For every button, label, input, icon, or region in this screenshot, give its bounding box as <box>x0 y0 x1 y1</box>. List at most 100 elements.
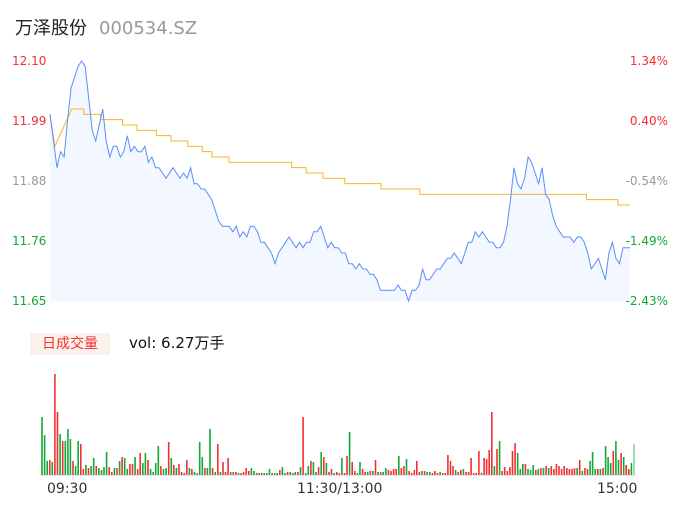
volume-bar <box>224 472 227 475</box>
volume-bar <box>56 412 59 475</box>
volume-bar <box>377 472 379 475</box>
volume-bar <box>522 464 524 475</box>
volume-bar <box>560 469 563 475</box>
x-tick-close: 15:00 <box>597 481 638 497</box>
volume-bar <box>617 460 620 475</box>
volume-bar <box>594 469 596 475</box>
volume-bar <box>323 457 325 475</box>
volume-bar <box>85 465 87 475</box>
volume-bar <box>356 473 359 475</box>
volume-bar <box>514 443 516 475</box>
volume-bar <box>418 472 421 475</box>
volume-bar <box>421 471 423 475</box>
volume-bar <box>630 463 633 475</box>
volume-bar <box>400 468 403 475</box>
volume-bar <box>470 458 472 475</box>
volume-bar <box>547 468 550 475</box>
volume-bar <box>441 473 444 475</box>
volume-bar <box>126 469 129 475</box>
volume-bar <box>196 473 198 475</box>
volume-bar <box>292 473 294 475</box>
volume-bar <box>387 470 390 475</box>
volume-bar <box>250 468 253 475</box>
volume-bar <box>584 468 586 475</box>
volume-bar <box>516 453 519 475</box>
y-tick-price: 11.65 <box>12 294 47 308</box>
volume-bar <box>149 469 152 475</box>
volume-bar <box>178 464 180 475</box>
volume-bar <box>462 469 465 475</box>
volume-bar <box>183 473 185 475</box>
volume-bar <box>568 469 571 475</box>
volume-bar <box>297 472 299 475</box>
volume-bar <box>142 463 144 475</box>
volume-bar <box>320 452 322 475</box>
volume-bar <box>429 472 431 475</box>
volume-bar <box>61 441 64 475</box>
volume-bar <box>496 449 498 475</box>
volume-bar <box>111 472 113 475</box>
volume-bar <box>385 468 387 475</box>
volume-bar <box>475 473 478 475</box>
volume-bar <box>271 473 273 475</box>
volume-bar <box>123 458 126 475</box>
volume-bar <box>152 472 154 475</box>
volume-bar <box>633 444 635 475</box>
volume-bar <box>351 462 353 475</box>
volume-bar <box>498 441 501 475</box>
volume-bar <box>398 456 400 475</box>
stock-name: 万泽股份 <box>15 18 87 39</box>
volume-bar <box>529 470 532 475</box>
volume-bar <box>452 466 454 475</box>
y-tick-percent: -2.43% <box>625 294 668 308</box>
volume-bar <box>612 451 615 475</box>
volume-bar <box>108 467 110 475</box>
volume-bar <box>273 473 276 475</box>
volume-bar <box>260 473 263 475</box>
volume-bar <box>139 453 141 475</box>
volume-bar <box>542 468 545 475</box>
volume-bar <box>519 469 522 475</box>
volume-bar <box>628 469 630 475</box>
y-tick-price: 11.88 <box>12 174 47 188</box>
intraday-price-chart <box>49 60 630 303</box>
volume-bar <box>488 450 490 475</box>
volume-bar <box>563 466 565 475</box>
volume-bar <box>379 472 382 475</box>
volume-bar <box>491 412 493 475</box>
volume-bar <box>69 439 72 475</box>
volume-bar <box>116 468 118 475</box>
volume-bar <box>449 461 452 475</box>
volume-bar <box>240 473 242 475</box>
volume-bar <box>447 455 449 475</box>
volume-bar <box>49 460 51 475</box>
volume-tag[interactable]: 日成交量 <box>30 333 110 355</box>
volume-bar <box>444 473 447 475</box>
volume-bar <box>576 468 578 475</box>
volume-bar <box>82 469 85 475</box>
y-tick-price: 11.99 <box>12 114 47 128</box>
volume-bar <box>201 457 204 475</box>
volume-bar <box>113 468 116 475</box>
volume-bar <box>403 466 405 475</box>
y-tick-percent: -1.49% <box>625 234 668 248</box>
volume-bar <box>501 471 503 475</box>
volume-bar <box>67 429 69 475</box>
volume-bar <box>51 462 54 475</box>
volume-bar <box>92 458 95 475</box>
volume-bar <box>284 473 286 475</box>
volume-bar <box>87 468 90 475</box>
volume-bar <box>307 466 310 475</box>
volume-bar <box>555 464 558 475</box>
volume-bar <box>279 470 281 475</box>
volume-bar <box>317 467 320 475</box>
volume-bar <box>245 468 247 475</box>
volume-bar <box>589 461 591 475</box>
x-tick-open: 09:30 <box>47 481 88 497</box>
volume-bar <box>348 432 351 475</box>
volume-bar <box>328 472 330 475</box>
volume-bar <box>346 456 348 475</box>
volume-bar <box>369 471 372 475</box>
volume-bar <box>41 417 43 475</box>
